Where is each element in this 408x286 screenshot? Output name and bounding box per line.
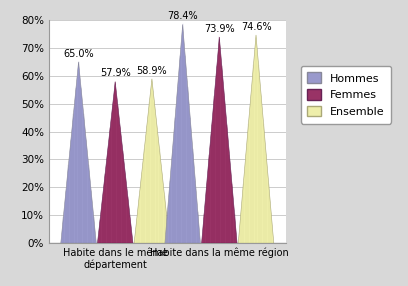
Polygon shape <box>98 82 133 243</box>
Text: 78.4%: 78.4% <box>167 11 198 21</box>
Polygon shape <box>202 37 237 243</box>
Text: 74.6%: 74.6% <box>241 22 271 32</box>
Text: 58.9%: 58.9% <box>137 65 167 76</box>
Text: 73.9%: 73.9% <box>204 24 235 34</box>
Text: 57.9%: 57.9% <box>100 68 131 78</box>
Polygon shape <box>238 35 274 243</box>
Polygon shape <box>165 25 200 243</box>
Legend: Hommes, Femmes, Ensemble: Hommes, Femmes, Ensemble <box>301 66 391 124</box>
Bar <box>49 243 286 249</box>
Polygon shape <box>134 79 170 243</box>
Text: 65.0%: 65.0% <box>63 49 94 59</box>
Polygon shape <box>61 62 96 243</box>
